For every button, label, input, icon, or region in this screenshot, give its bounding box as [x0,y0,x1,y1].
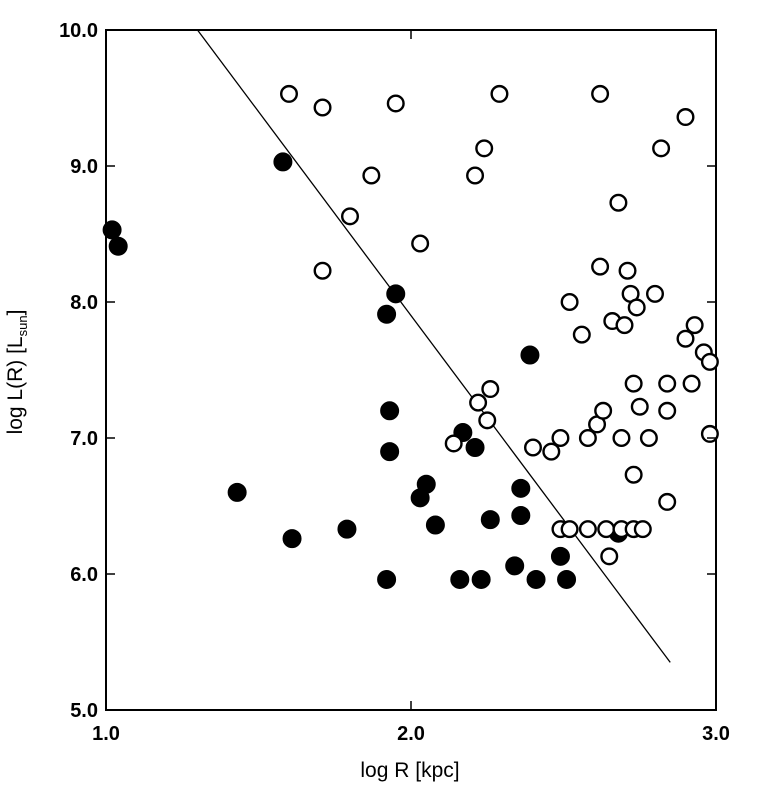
filled-point [337,519,357,539]
x-axis-title: log R [kpc] [360,759,459,782]
x-tick-label: 3.0 [702,723,730,745]
open-point [469,393,488,412]
diagonal-line [196,29,671,663]
filled-point [425,515,445,535]
open-point [313,98,332,117]
open-point [658,401,677,420]
filled-point [273,152,293,172]
open-point [609,193,628,212]
open-point [652,139,671,158]
filled-point [282,529,302,549]
open-point [560,293,579,312]
open-point [658,492,677,511]
open-point [676,329,695,348]
open-point [615,316,634,335]
open-point [597,520,616,539]
open-point [646,284,665,303]
y-tick-label: 7.0 [70,428,98,450]
y-axis-title-close: ] [4,310,27,316]
open-point [524,438,543,457]
open-point [313,261,332,280]
y-axis-title-main: log L(R) [L [4,336,27,434]
open-point [685,316,704,335]
open-point [481,380,500,399]
y-tick-label: 8.0 [70,292,98,314]
filled-point [377,304,397,324]
open-point [591,84,610,103]
filled-point [377,569,397,589]
open-point [594,401,613,420]
open-point [700,352,719,371]
open-point [362,166,381,185]
filled-point [511,478,531,498]
open-point [578,520,597,539]
filled-point [520,345,540,365]
open-point [639,429,658,448]
open-point [542,442,561,461]
open-point [490,84,509,103]
data-marks [102,29,719,663]
open-point [560,520,579,539]
open-point [475,139,494,158]
open-point [578,429,597,448]
filled-point [511,506,531,526]
y-axis-title: log L(R) [Lsun] [4,310,30,435]
filled-point [505,556,525,576]
filled-point [550,546,570,566]
filled-point [386,284,406,304]
open-point [658,374,677,393]
y-tick-label: 5.0 [70,700,98,722]
plot-frame [105,29,717,711]
plot-area [105,29,717,711]
open-point [618,261,637,280]
open-point [676,108,695,127]
x-tick-label: 2.0 [397,723,425,745]
open-point [612,429,631,448]
filled-point [526,569,546,589]
filled-point [465,438,485,458]
filled-point [450,569,470,589]
open-point [600,547,619,566]
open-point [341,207,360,226]
open-point [682,374,701,393]
open-point [700,424,719,443]
filled-point [380,401,400,421]
open-point [466,166,485,185]
filled-point [557,569,577,589]
y-tick-label: 9.0 [70,156,98,178]
open-point [411,234,430,253]
open-point [280,84,299,103]
filled-point [227,482,247,502]
filled-point [108,236,128,256]
open-point [624,465,643,484]
open-point [633,520,652,539]
open-point [572,325,591,344]
filled-point [471,569,491,589]
open-point [624,374,643,393]
y-tick-label: 6.0 [70,564,98,586]
open-point [386,94,405,113]
y-axis-title-subscript: sun [15,315,30,336]
open-point [627,298,646,317]
filled-point [102,220,122,240]
open-point [591,257,610,276]
axis-ticks: 1.0 2.0 3.0 5.0 6.0 7.0 8.0 9.0 10.0 [59,20,730,745]
filled-point [416,474,436,494]
x-tick-label: 1.0 [92,723,120,745]
filled-point [380,442,400,462]
y-tick-label: 10.0 [59,20,98,42]
open-point [478,411,497,430]
filled-point [480,510,500,530]
open-point [551,429,570,448]
open-point [444,434,463,453]
open-point [630,397,649,416]
